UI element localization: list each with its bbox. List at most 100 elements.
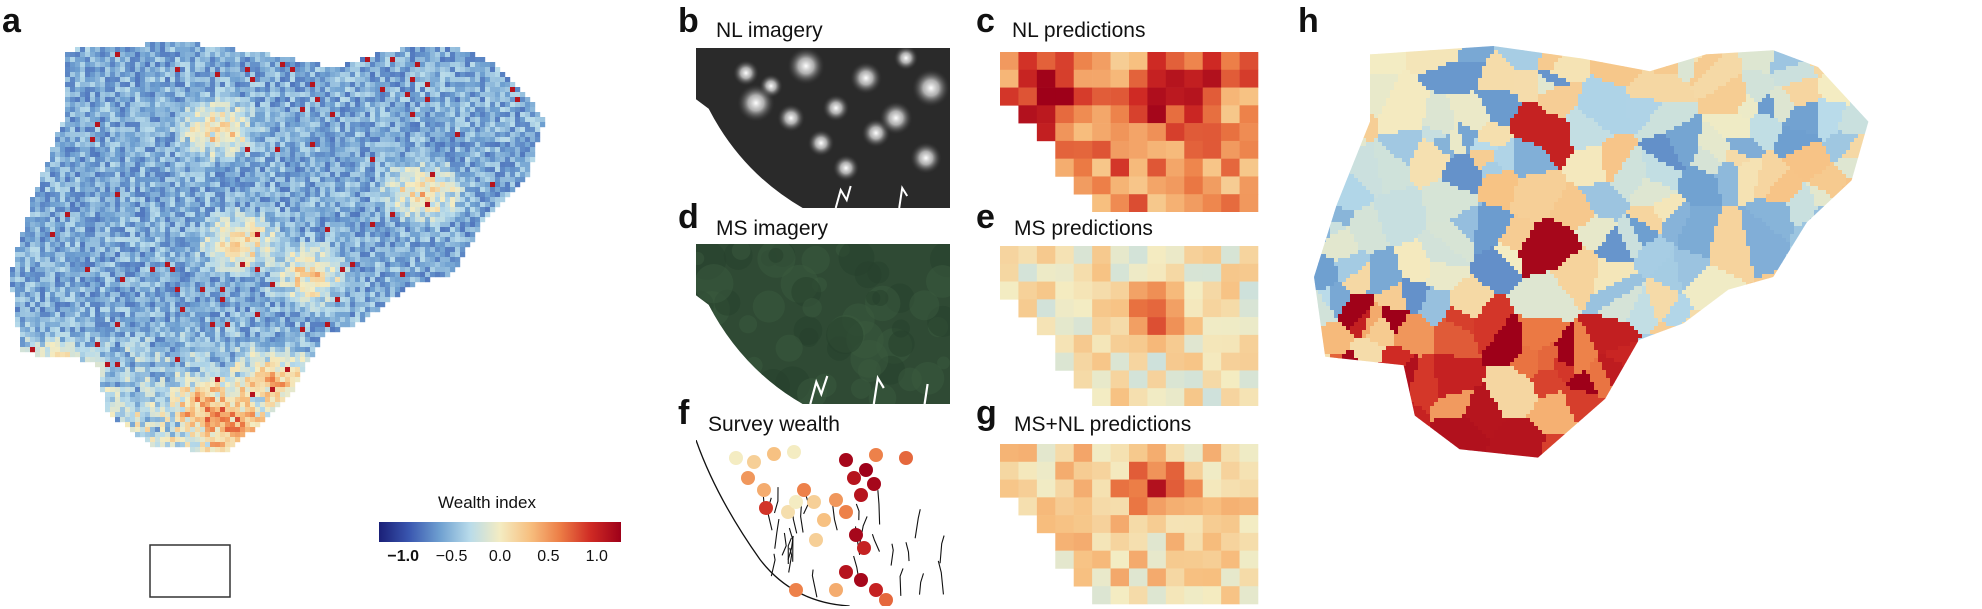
prediction-cell [1240, 88, 1259, 106]
prediction-cell [1129, 299, 1148, 317]
panel-title-ms-imagery: MS imagery [716, 218, 828, 239]
prediction-cell [1092, 282, 1111, 300]
prediction-cell [1240, 264, 1259, 282]
prediction-cell [1055, 515, 1074, 533]
prediction-cell [1000, 462, 1019, 480]
prediction-cell [1147, 194, 1166, 212]
prediction-cell [1111, 176, 1130, 194]
prediction-cell [1221, 568, 1240, 586]
prediction-cell [1074, 444, 1093, 462]
prediction-cell [1000, 246, 1019, 264]
prediction-cell [1111, 335, 1130, 353]
prediction-cell [1166, 335, 1185, 353]
prediction-cell [1111, 282, 1130, 300]
prediction-cell [1166, 123, 1185, 141]
prediction-cell [1129, 353, 1148, 371]
prediction-cell [1055, 264, 1074, 282]
prediction-cell [1221, 176, 1240, 194]
prediction-cell [1184, 462, 1203, 480]
prediction-cell [1240, 533, 1259, 551]
prediction-cell [1055, 551, 1074, 569]
prediction-cell [1074, 88, 1093, 106]
prediction-cell [1221, 480, 1240, 498]
prediction-cell [1147, 480, 1166, 498]
panel-letter-e: e [976, 200, 995, 234]
prediction-cell [1203, 264, 1222, 282]
prediction-cell [1240, 568, 1259, 586]
prediction-cell [1129, 568, 1148, 586]
prediction-cell [1037, 246, 1056, 264]
prediction-cell [1074, 70, 1093, 88]
prediction-cell [1203, 497, 1222, 515]
prediction-cell [1092, 335, 1111, 353]
prediction-cell [1018, 462, 1037, 480]
survey-cluster-point [767, 447, 781, 461]
prediction-cell [1111, 52, 1130, 70]
prediction-cell [1147, 444, 1166, 462]
prediction-cell [1147, 533, 1166, 551]
prediction-cell [1037, 105, 1056, 123]
prediction-cell [1166, 246, 1185, 264]
prediction-cell [1147, 497, 1166, 515]
prediction-cell [1221, 551, 1240, 569]
prediction-cell [1111, 551, 1130, 569]
prediction-cell [1166, 533, 1185, 551]
prediction-cell [1184, 480, 1203, 498]
prediction-cell [1111, 444, 1130, 462]
prediction-cell [1092, 515, 1111, 533]
prediction-cell [1184, 515, 1203, 533]
panel-letter-b: b [678, 4, 699, 38]
prediction-cell [1147, 105, 1166, 123]
prediction-cell [1018, 299, 1037, 317]
survey-cluster-point [757, 483, 771, 497]
survey-cluster-point [857, 541, 871, 555]
ms-imagery [696, 244, 950, 404]
prediction-cell [1074, 568, 1093, 586]
prediction-cell [1055, 462, 1074, 480]
prediction-cell [1221, 497, 1240, 515]
prediction-cell [1240, 282, 1259, 300]
prediction-cell [1129, 105, 1148, 123]
survey-cluster-point [741, 471, 755, 485]
prediction-cell [1147, 388, 1166, 406]
prediction-cell [1184, 52, 1203, 70]
prediction-cell [1055, 317, 1074, 335]
ms-nl-predictions-grid [1000, 444, 1262, 606]
prediction-cell [1147, 141, 1166, 159]
prediction-cell [1129, 176, 1148, 194]
prediction-cell [1055, 52, 1074, 70]
prediction-cell [1074, 533, 1093, 551]
prediction-cell [1203, 246, 1222, 264]
prediction-cell [1147, 52, 1166, 70]
prediction-cell [1240, 388, 1259, 406]
prediction-cell [1240, 444, 1259, 462]
prediction-cell [1000, 88, 1019, 106]
prediction-cell [1166, 70, 1185, 88]
prediction-cell [1203, 70, 1222, 88]
prediction-cell [1184, 568, 1203, 586]
nl-imagery [696, 48, 950, 208]
prediction-cell [1203, 462, 1222, 480]
prediction-cell [1129, 388, 1148, 406]
prediction-cell [1111, 264, 1130, 282]
survey-cluster-point [817, 513, 831, 527]
prediction-cell [1221, 317, 1240, 335]
panel-title-nl-imagery: NL imagery [716, 20, 823, 41]
prediction-cell [1111, 123, 1130, 141]
prediction-cell [1240, 70, 1259, 88]
prediction-cell [1166, 52, 1185, 70]
prediction-cell [1240, 586, 1259, 604]
legend-tick-label: 0.0 [489, 548, 511, 566]
prediction-cell [1147, 586, 1166, 604]
prediction-cell [1092, 159, 1111, 177]
survey-cluster-point [849, 528, 863, 542]
prediction-cell [1147, 88, 1166, 106]
panel-letter-c: c [976, 4, 995, 38]
prediction-cell [1018, 246, 1037, 264]
prediction-cell [1129, 370, 1148, 388]
prediction-cell [1074, 282, 1093, 300]
prediction-cell [1184, 370, 1203, 388]
survey-cluster-point [829, 493, 843, 507]
prediction-cell [1147, 264, 1166, 282]
prediction-cell [1092, 497, 1111, 515]
